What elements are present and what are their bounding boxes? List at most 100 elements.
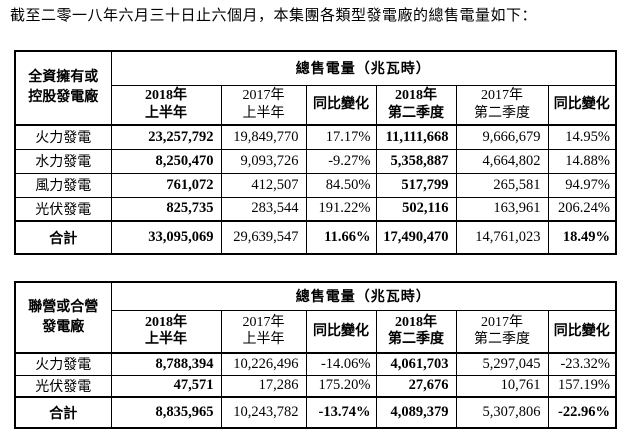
col-header-line2: 第二季度 [474, 105, 530, 121]
value-2018-h1: 8,250,470 [110, 148, 222, 174]
value-2017-h1: 283,544 [220, 196, 307, 222]
table-subheader-row: 2018年 上半年 2017年 上半年 同比變化 2018年 第二季度 2017… [15, 84, 617, 126]
value-2018-h1: 8,788,394 [110, 352, 222, 376]
table-row-total: 合計 33,095,069 29,639,547 11.66% 17,490,4… [14, 220, 617, 255]
total-label: 合計 [14, 220, 112, 255]
value-yoy-q2: 94.97% [547, 172, 617, 198]
table-row-wind: 風力發電 761,072 412,507 84.50% 517,799 265,… [14, 172, 617, 198]
col-header-line2: 上半年 [242, 105, 285, 121]
value-yoy-h1: 17.17% [305, 124, 377, 150]
corner-header-line2: 發電廠 [42, 319, 85, 335]
corner-header-joint-venture: 聯營或合營 發電廠 [14, 281, 112, 354]
value-yoy-h1: -14.06% [305, 352, 377, 376]
col-header-yoy-h1: 同比變化 [305, 309, 377, 354]
total-2018-h1: 8,835,965 [110, 396, 222, 429]
table-header-row: 全資擁有或 控股發電廠 總售電量（兆瓦時） [14, 50, 617, 126]
value-2018-h1: 825,735 [110, 196, 222, 222]
value-2017-h1: 17,286 [220, 374, 307, 398]
joint-venture-plants-table: 聯營或合營 發電廠 總售電量（兆瓦時） 2018年 上半年 2017年 上半年 … [14, 281, 617, 429]
value-2018-q2: 502,116 [375, 196, 457, 222]
col-header-line2: 第二季度 [388, 105, 444, 121]
total-yoy-h1: -13.74% [305, 396, 377, 429]
value-2017-q2: 163,961 [455, 196, 549, 222]
col-header-2017-h1: 2017年 上半年 [220, 309, 307, 354]
row-label: 水力發電 [14, 148, 112, 174]
col-header-yoy-q2: 同比變化 [547, 309, 617, 354]
span-header-total-sales: 總售電量（兆瓦時） [110, 50, 617, 86]
corner-header-line2: 控股發電廠 [28, 90, 99, 105]
col-header-line1: 2018年 [145, 314, 187, 330]
total-2017-h1: 10,243,782 [220, 396, 307, 429]
value-2017-q2: 9,666,679 [455, 124, 549, 150]
table-row-thermal: 火力發電 23,257,792 19,849,770 17.17% 11,111… [14, 124, 617, 150]
col-header-2018-q2: 2018年 第二季度 [375, 84, 457, 126]
value-2017-q2: 10,761 [455, 374, 549, 398]
value-2017-h1: 9,093,726 [220, 148, 307, 174]
col-header-line2: 上半年 [242, 332, 285, 348]
value-yoy-q2: 206.24% [547, 196, 617, 222]
table-header-row: 聯營或合營 發電廠 總售電量（兆瓦時） [14, 281, 617, 354]
col-header-2018-h1: 2018年 上半年 [110, 309, 222, 354]
value-yoy-h1: 84.50% [305, 172, 377, 198]
col-header-yoy-q2: 同比變化 [547, 84, 617, 126]
value-2017-h1: 412,507 [220, 172, 307, 198]
row-label: 風力發電 [14, 172, 112, 198]
col-header-line2: 上半年 [145, 332, 187, 348]
value-2018-q2: 27,676 [375, 374, 457, 398]
value-2017-h1: 10,226,496 [220, 352, 307, 376]
total-yoy-q2: 18.49% [547, 220, 617, 255]
corner-header-wholly-owned: 全資擁有或 控股發電廠 [14, 50, 112, 126]
value-2017-q2: 4,664,802 [455, 148, 549, 174]
value-yoy-q2: -23.32% [547, 352, 617, 376]
total-label: 合計 [14, 396, 112, 429]
table-row-total: 合計 8,835,965 10,243,782 -13.74% 4,089,37… [14, 396, 617, 429]
value-yoy-h1: -9.27% [305, 148, 377, 174]
corner-header-line1: 聯營或合營 [28, 299, 99, 315]
value-2017-h1: 19,849,770 [220, 124, 307, 150]
table-row-solar: 光伏發電 825,735 283,544 191.22% 502,116 163… [14, 196, 617, 222]
table-row-thermal: 火力發電 8,788,394 10,226,496 -14.06% 4,061,… [14, 352, 617, 376]
value-2018-q2: 4,061,703 [375, 352, 457, 376]
col-header-2018-q2: 2018年 第二季度 [375, 309, 457, 354]
col-header-2017-q2: 2017年 第二季度 [455, 309, 549, 354]
value-2018-q2: 11,111,668 [375, 124, 457, 150]
row-label: 火力發電 [14, 352, 112, 376]
total-2017-h1: 29,639,547 [220, 220, 307, 255]
value-2018-h1: 23,257,792 [110, 124, 222, 150]
col-header-line2: 第二季度 [388, 332, 444, 348]
value-yoy-q2: 157.19% [547, 374, 617, 398]
value-yoy-h1: 175.20% [305, 374, 377, 398]
col-header-line1: 2018年 [395, 88, 437, 104]
total-yoy-q2: -22.96% [547, 396, 617, 429]
table-subheader-row: 2018年 上半年 2017年 上半年 同比變化 2018年 第二季度 2017… [15, 309, 617, 354]
col-header-line2: 上半年 [145, 105, 187, 121]
col-header-line1: 2017年 [481, 314, 523, 330]
value-yoy-q2: 14.88% [547, 148, 617, 174]
value-yoy-h1: 191.22% [305, 196, 377, 222]
total-2017-q2: 14,761,023 [455, 220, 549, 255]
value-2018-h1: 761,072 [110, 172, 222, 198]
value-2018-q2: 5,358,887 [375, 148, 457, 174]
row-label: 火力發電 [14, 124, 112, 150]
col-header-line1: 2017年 [481, 88, 523, 104]
value-2017-q2: 5,297,045 [455, 352, 549, 376]
table-row-solar: 光伏發電 47,571 17,286 175.20% 27,676 10,761… [14, 374, 617, 398]
col-header-line1: 2017年 [242, 88, 285, 104]
col-header-line1: 2018年 [145, 88, 187, 104]
col-header-2017-h1: 2017年 上半年 [220, 84, 307, 126]
intro-paragraph: 截至二零一八年六月三十日止六個月，本集團各類型發電廠的總售電量如下： [10, 8, 538, 24]
row-label: 光伏發電 [14, 196, 112, 222]
value-2018-q2: 517,799 [375, 172, 457, 198]
value-yoy-q2: 14.95% [547, 124, 617, 150]
corner-header-line1: 全資擁有或 [28, 70, 99, 86]
total-2018-h1: 33,095,069 [110, 220, 222, 255]
total-2017-q2: 5,307,806 [455, 396, 549, 429]
col-header-line1: 2018年 [395, 314, 437, 330]
value-2018-h1: 47,571 [110, 374, 222, 398]
col-header-line1: 2017年 [242, 314, 285, 330]
col-header-2018-h1: 2018年 上半年 [110, 84, 222, 126]
span-header-total-sales: 總售電量（兆瓦時） [110, 281, 617, 311]
value-2017-q2: 265,581 [455, 172, 549, 198]
col-header-2017-q2: 2017年 第二季度 [455, 84, 549, 126]
total-2018-q2: 17,490,470 [375, 220, 457, 255]
